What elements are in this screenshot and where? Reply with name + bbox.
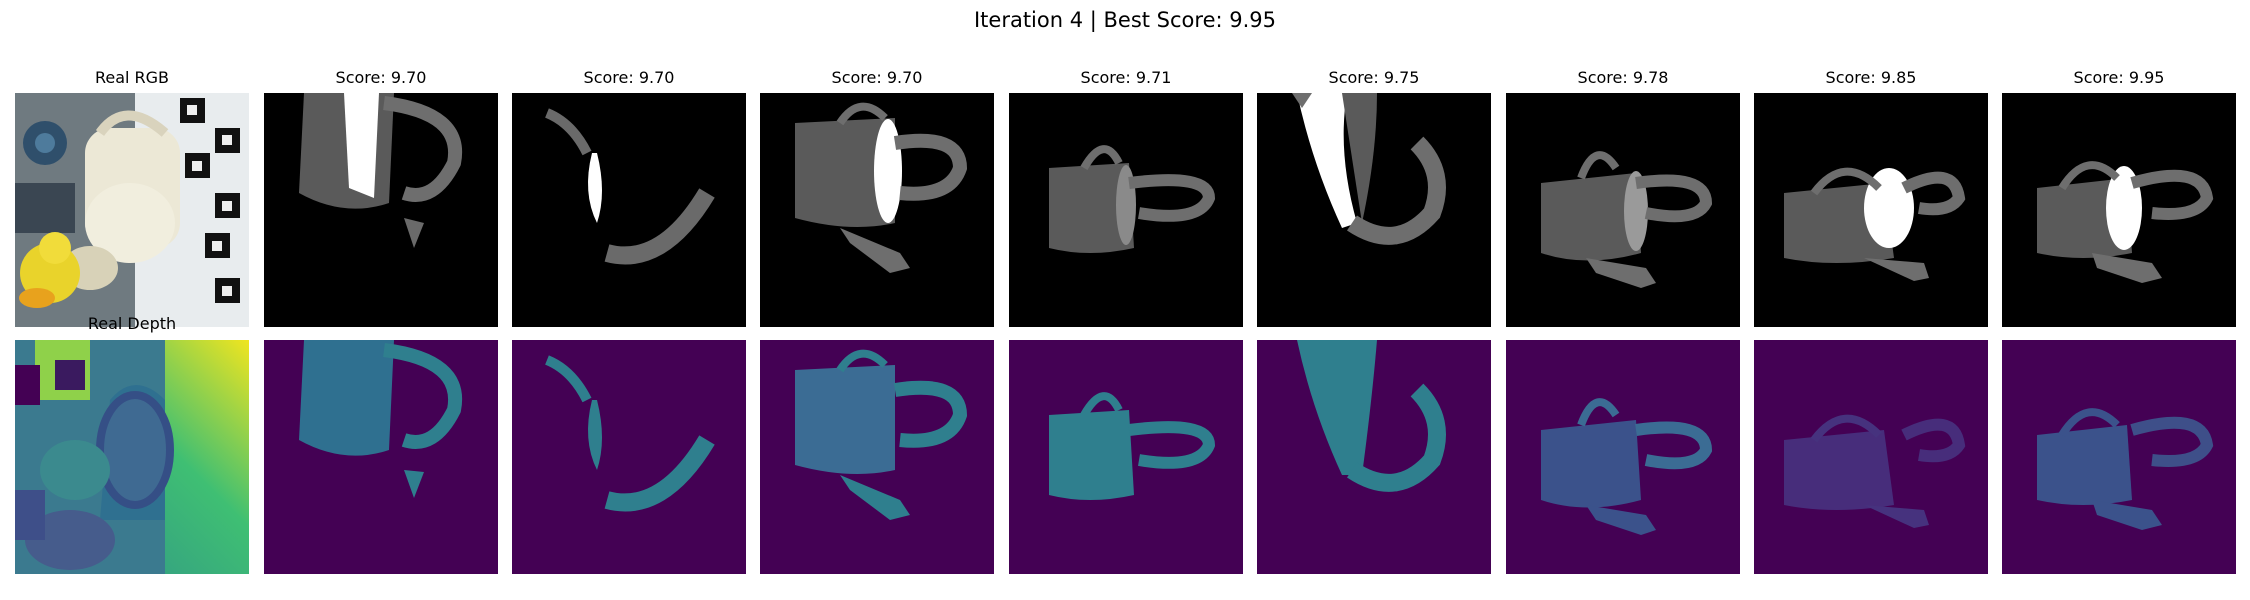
figure-title: Iteration 4 | Best Score: 9.95 <box>973 8 1277 32</box>
real-rgb-title: Real RGB <box>94 68 170 87</box>
candidate-score-label: Score: 9.78 <box>1577 68 1669 87</box>
candidate-depth-image <box>264 340 498 574</box>
candidate-render-image <box>512 93 746 327</box>
real-depth-title: Real Depth <box>87 314 177 333</box>
candidate-render-image <box>264 93 498 327</box>
candidate-render-image <box>1506 93 1740 327</box>
candidate-score-label: Score: 9.71 <box>1080 68 1172 87</box>
candidate-score-label: Score: 9.70 <box>335 68 427 87</box>
candidate-depth-image <box>1257 340 1491 574</box>
real-depth-image <box>15 340 249 574</box>
candidate-depth-image <box>512 340 746 574</box>
candidate-depth-image <box>1754 340 1988 574</box>
candidate-render-image <box>2002 93 2236 327</box>
candidate-score-label: Score: 9.85 <box>1825 68 1917 87</box>
candidate-score-label: Score: 9.75 <box>1328 68 1420 87</box>
candidate-render-image <box>1009 93 1243 327</box>
candidate-render-image <box>1257 93 1491 327</box>
candidate-render-image <box>760 93 994 327</box>
candidate-score-label: Score: 9.70 <box>831 68 923 87</box>
candidate-score-label: Score: 9.70 <box>583 68 675 87</box>
candidate-score-label: Score: 9.95 <box>2073 68 2165 87</box>
real-rgb-image <box>15 93 249 327</box>
candidate-render-image <box>1754 93 1988 327</box>
candidate-depth-image <box>1009 340 1243 574</box>
candidate-depth-image <box>2002 340 2236 574</box>
candidate-depth-image <box>1506 340 1740 574</box>
candidate-depth-image <box>760 340 994 574</box>
